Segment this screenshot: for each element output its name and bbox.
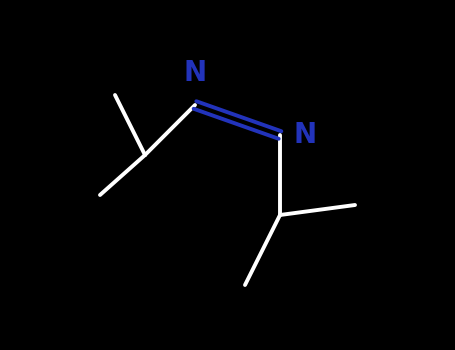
Text: N: N <box>294 121 317 149</box>
Text: N: N <box>183 59 207 87</box>
